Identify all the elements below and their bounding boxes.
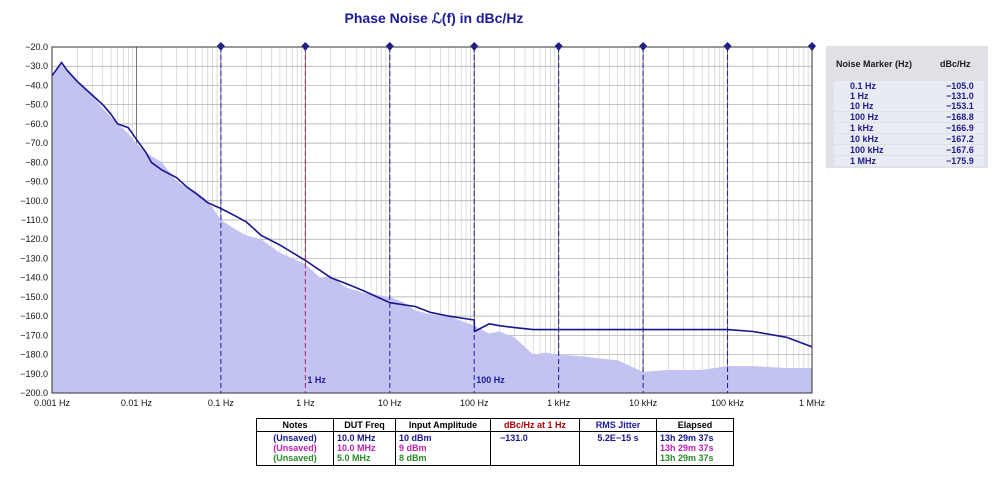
measurement-table-body: (Unsaved) (Unsaved) (Unsaved) 10.0 MHz 1…	[256, 431, 734, 466]
amplitude-value: 8 dBm	[399, 453, 427, 463]
y-tick-label: −50.0	[25, 100, 48, 110]
marker-value: −168.8	[946, 112, 974, 122]
measurement-table: Notes DUT Freq Input Amplitude dBc/Hz at…	[256, 418, 734, 466]
marker-freq: 10 Hz	[850, 101, 874, 111]
y-tick-label: −90.0	[25, 177, 48, 187]
elapsed-value: 13h 29m 37s	[660, 433, 714, 443]
elapsed-value: 13h 29m 37s	[660, 443, 714, 453]
marker-row: 100 kHz −167.6	[834, 145, 984, 155]
jitter-cell: 5.2E−15 s	[579, 431, 657, 466]
dbc-value: −131.0	[500, 433, 528, 443]
col-rms-jitter: RMS Jitter	[579, 418, 657, 432]
y-tick-label: −120.0	[20, 234, 48, 244]
x-tick-label: 100 Hz	[460, 398, 489, 408]
marker-value: −105.0	[946, 81, 974, 91]
marker-row: 1 MHz −175.9	[834, 156, 984, 166]
y-tick-label: −30.0	[25, 61, 48, 71]
marker-freq: 100 Hz	[850, 112, 879, 122]
marker-header-freq: Noise Marker (Hz)	[836, 59, 913, 69]
x-tick-label: 0.1 Hz	[208, 398, 235, 408]
plot-border	[51, 46, 813, 394]
marker-freq-label: 100 Hz	[476, 375, 505, 385]
col-dut-freq: DUT Freq	[333, 418, 396, 432]
y-tick-label: −20.0	[25, 42, 48, 52]
x-tick-label: 1 kHz	[547, 398, 571, 408]
trace-note[interactable]: (Unsaved)	[273, 433, 317, 443]
col-input-amplitude: Input Amplitude	[395, 418, 491, 432]
y-tick-label: −130.0	[20, 253, 48, 263]
marker-freq: 0.1 Hz	[850, 81, 877, 91]
marker-row: 0.1 Hz −105.0	[834, 81, 984, 91]
marker-freq: 1 kHz	[850, 123, 874, 133]
noise-marker-panel: Noise Marker (Hz) dBc/Hz 0.1 Hz −105.0 1 …	[826, 46, 988, 168]
marker-row: 10 Hz −153.1	[834, 101, 984, 111]
y-tick-label: −190.0	[20, 369, 48, 379]
measurement-table-header: Notes DUT Freq Input Amplitude dBc/Hz at…	[256, 418, 734, 432]
marker-value: −153.1	[946, 101, 974, 111]
marker-value: −175.9	[946, 156, 974, 166]
jitter-value: 5.2E−15 s	[597, 433, 639, 443]
x-tick-label: 0.001 Hz	[34, 398, 71, 408]
y-tick-label: −80.0	[25, 157, 48, 167]
marker-freq-label: 1 Hz	[307, 375, 326, 385]
marker-row: 1 Hz −131.0	[834, 91, 984, 101]
marker-freq: 1 Hz	[850, 91, 869, 101]
x-tick-label: 100 kHz	[711, 398, 745, 408]
elapsed-value: 13h 29m 37s	[660, 453, 714, 463]
chart-title: Phase Noise ℒ(f) in dBc/Hz	[344, 10, 524, 26]
dut-freq-value: 10.0 MHz	[337, 433, 376, 443]
trace-note[interactable]: (Unsaved)	[273, 443, 317, 453]
trace-note[interactable]: (Unsaved)	[273, 453, 317, 463]
col-notes: Notes	[256, 418, 334, 432]
y-tick-label: −150.0	[20, 292, 48, 302]
marker-value: −167.2	[946, 134, 974, 144]
dbc-cell: −131.0	[490, 431, 580, 466]
x-tick-label: 10 kHz	[629, 398, 658, 408]
x-tick-label: 10 Hz	[378, 398, 402, 408]
y-tick-label: −110.0	[21, 215, 48, 225]
elapsed-cell: 13h 29m 37s 13h 29m 37s 13h 29m 37s	[656, 431, 734, 466]
y-tick-label: −170.0	[20, 330, 48, 340]
amplitude-value: 9 dBm	[399, 443, 427, 453]
y-tick-label: −180.0	[20, 350, 48, 360]
marker-freq: 10 kHz	[850, 134, 879, 144]
marker-value: −131.0	[946, 91, 974, 101]
y-tick-label: −160.0	[20, 311, 48, 321]
marker-value: −167.6	[946, 145, 974, 155]
marker-value: −166.9	[946, 123, 974, 133]
y-tick-label: −100.0	[20, 196, 48, 206]
amplitude-cell: 10 dBm 9 dBm 8 dBm	[395, 431, 491, 466]
y-tick-label: −40.0	[25, 80, 48, 90]
phase-noise-trace	[51, 61, 813, 348]
noise-floor-area	[52, 62, 812, 394]
dut-freq-cell: 10.0 MHz 10.0 MHz 5.0 MHz	[333, 431, 396, 466]
dut-freq-value: 5.0 MHz	[337, 453, 371, 463]
y-tick-label: −200.0	[20, 388, 48, 398]
x-tick-label: 0.01 Hz	[121, 398, 153, 408]
marker-header-unit: dBc/Hz	[940, 59, 971, 69]
marker-freq: 1 MHz	[850, 156, 877, 166]
y-tick-label: −140.0	[20, 273, 48, 283]
col-elapsed: Elapsed	[656, 418, 734, 432]
dut-freq-value: 10.0 MHz	[337, 443, 376, 453]
y-tick-label: −60.0	[25, 119, 48, 129]
amplitude-value: 10 dBm	[399, 433, 432, 443]
y-tick-label: −70.0	[25, 138, 48, 148]
marker-row: 1 kHz −166.9	[834, 123, 984, 133]
marker-freq: 100 kHz	[850, 145, 884, 155]
marker-row: 100 Hz −168.8	[834, 112, 984, 122]
notes-cell: (Unsaved) (Unsaved) (Unsaved)	[256, 431, 334, 466]
col-dbc-at-1hz: dBc/Hz at 1 Hz	[490, 418, 580, 432]
x-tick-label: 1 MHz	[799, 398, 826, 408]
x-tick-label: 1 Hz	[296, 398, 315, 408]
marker-row: 10 kHz −167.2	[834, 134, 984, 144]
